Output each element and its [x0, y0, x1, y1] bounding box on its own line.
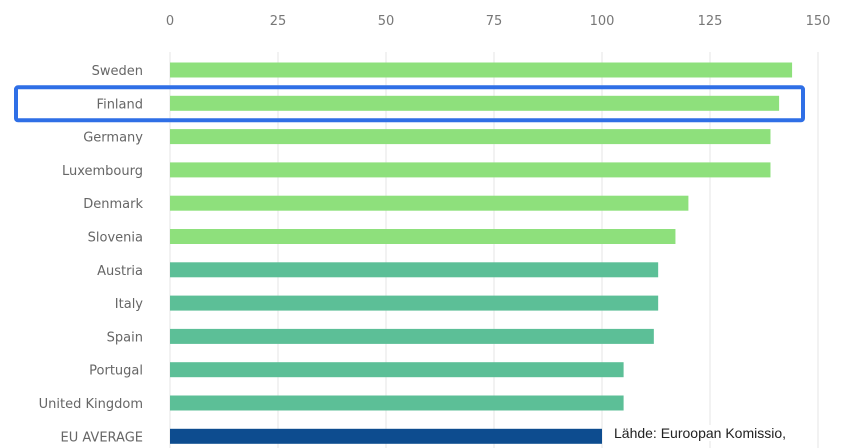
grid-lines: [169, 52, 819, 448]
x-tick-label: 125: [698, 14, 723, 29]
category-label: United Kingdom: [39, 397, 143, 412]
x-tick-label: 25: [270, 14, 287, 29]
x-axis-tick-labels: 0 25 50 75 100 125 150: [166, 14, 831, 29]
bar-luxembourg: [170, 162, 771, 178]
x-tick-label: 75: [486, 14, 503, 29]
category-label: Denmark: [83, 197, 143, 212]
category-label: Austria: [97, 264, 143, 279]
bar-slovenia: [170, 229, 676, 244]
category-label: Italy: [115, 297, 144, 312]
x-tick-label: 150: [806, 14, 831, 29]
category-label: Portugal: [89, 364, 143, 379]
x-tick-label: 100: [590, 14, 615, 29]
bar-austria: [170, 262, 659, 278]
bar-united-kingdom: [170, 395, 624, 411]
bar-denmark: [170, 195, 689, 211]
category-label: Luxembourg: [62, 164, 143, 179]
x-tick-label: 50: [378, 14, 395, 29]
highlight-layer: [14, 85, 805, 123]
bar-italy: [170, 295, 659, 311]
category-label: Slovenia: [88, 231, 143, 246]
bars: [170, 62, 793, 444]
category-label: Germany: [83, 131, 143, 146]
bar-portugal: [170, 362, 624, 378]
category-labels: Sweden Finland Germany Luxembourg Denmark Slo…: [39, 64, 144, 445]
category-label: Spain: [107, 330, 143, 345]
bar-spain: [170, 328, 654, 344]
bar-sweden: [170, 62, 793, 78]
category-label: Finland: [97, 97, 143, 112]
bar-germany: [170, 129, 771, 145]
bar-eu-average: [170, 428, 602, 444]
category-label: EU AVERAGE: [61, 430, 144, 445]
x-tick-label: 0: [166, 14, 174, 29]
source-note: Lähde: Euroopan Komissio,: [614, 425, 786, 441]
category-label: Sweden: [92, 64, 143, 79]
highlight-box: [14, 85, 805, 123]
bar-finland: [170, 95, 780, 111]
